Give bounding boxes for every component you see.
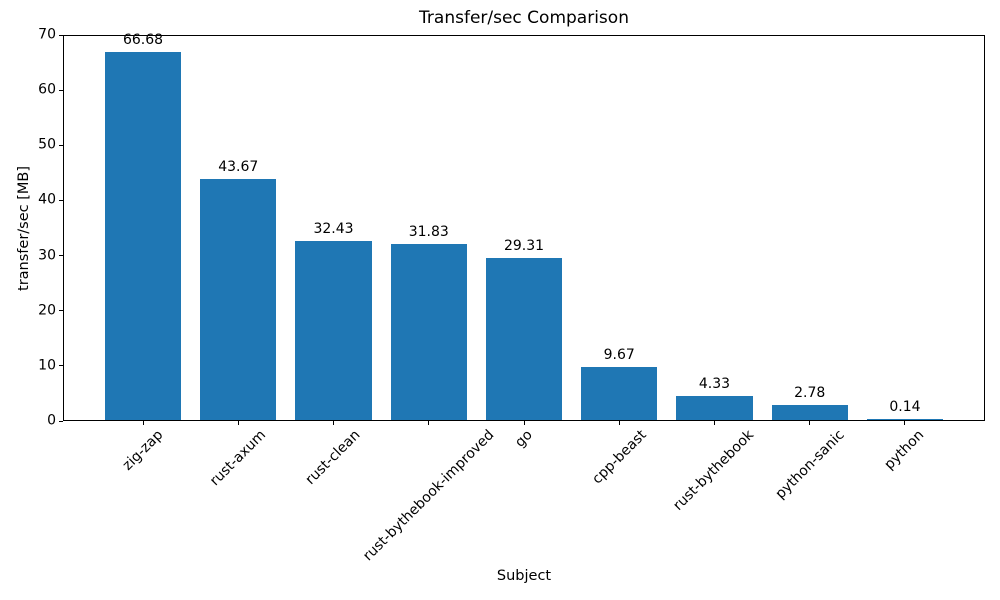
y-tick-label: 50 bbox=[38, 136, 56, 153]
y-tick-label: 10 bbox=[38, 357, 56, 374]
bar-rust-bythebook-improved bbox=[390, 244, 467, 420]
y-tick-label: 0 bbox=[47, 412, 56, 429]
bar-zig-zap bbox=[104, 52, 182, 420]
x-tick-label-cpp-beast: cpp-beast bbox=[588, 427, 650, 488]
bar-rust-clean bbox=[295, 241, 372, 420]
x-tick-mark bbox=[333, 421, 334, 425]
bar-cpp-beast bbox=[581, 366, 658, 420]
x-tick-label-rust-axum: rust-axum bbox=[206, 427, 269, 490]
bar-value-label: 2.78 bbox=[794, 384, 826, 401]
y-tick-mark bbox=[59, 365, 63, 367]
chart-title: Transfer/sec Comparison bbox=[419, 8, 629, 28]
y-axis-label: transfer/sec [MB] bbox=[16, 165, 32, 291]
y-tick-mark bbox=[59, 89, 63, 91]
bar-python-sanic bbox=[771, 404, 848, 420]
x-tick-label-go: go bbox=[512, 427, 536, 451]
bar-go bbox=[485, 258, 563, 420]
y-axis-label-box: transfer/sec [MB] bbox=[8, 35, 40, 421]
bar-rust-bythebook bbox=[676, 396, 753, 420]
bar-value-label: 0.14 bbox=[889, 399, 921, 415]
x-tick-mark bbox=[523, 421, 525, 425]
y-tick-label: 60 bbox=[38, 81, 56, 98]
x-tick-mark bbox=[237, 421, 239, 425]
bar-value-label: 43.67 bbox=[218, 159, 259, 176]
x-tick-label-rust-bythebook-improved: rust-bythebook-improved bbox=[359, 427, 498, 565]
bar-value-label: 4.33 bbox=[698, 376, 731, 393]
x-tick-mark bbox=[904, 421, 906, 425]
x-tick-mark bbox=[713, 421, 715, 425]
y-tick-mark bbox=[59, 420, 63, 422]
bar-value-label: 31.83 bbox=[408, 224, 449, 241]
bar-value-label: 32.43 bbox=[313, 221, 354, 238]
x-tick-mark bbox=[809, 421, 811, 425]
x-tick-mark bbox=[428, 421, 430, 425]
y-tick-label: 20 bbox=[38, 302, 56, 319]
x-tick-label-rust-bythebook: rust-bythebook bbox=[670, 427, 758, 514]
x-tick-mark bbox=[618, 421, 620, 425]
x-tick-label-rust-clean: rust-clean bbox=[302, 427, 364, 488]
bar-value-label: 66.68 bbox=[122, 32, 164, 49]
y-tick-label: 40 bbox=[38, 191, 56, 208]
bar-value-label: 29.31 bbox=[503, 238, 545, 255]
y-tick-mark bbox=[59, 34, 63, 36]
y-tick-label: 70 bbox=[38, 26, 56, 43]
bar-value-label: 9.67 bbox=[603, 346, 635, 363]
y-tick-mark bbox=[59, 310, 63, 312]
y-tick-mark bbox=[59, 199, 63, 201]
x-tick-label-python-sanic: python-sanic bbox=[772, 427, 848, 503]
y-tick-label: 30 bbox=[38, 247, 56, 264]
x-axis-label: Subject bbox=[496, 568, 552, 584]
x-tick-mark bbox=[142, 421, 144, 425]
bar-python bbox=[866, 419, 944, 420]
y-tick-mark bbox=[59, 255, 63, 257]
y-tick-mark bbox=[59, 144, 63, 146]
x-tick-label-zig-zap: zig-zap bbox=[119, 427, 166, 474]
x-tick-label-python: python bbox=[881, 427, 928, 473]
bar-rust-axum bbox=[200, 179, 277, 420]
